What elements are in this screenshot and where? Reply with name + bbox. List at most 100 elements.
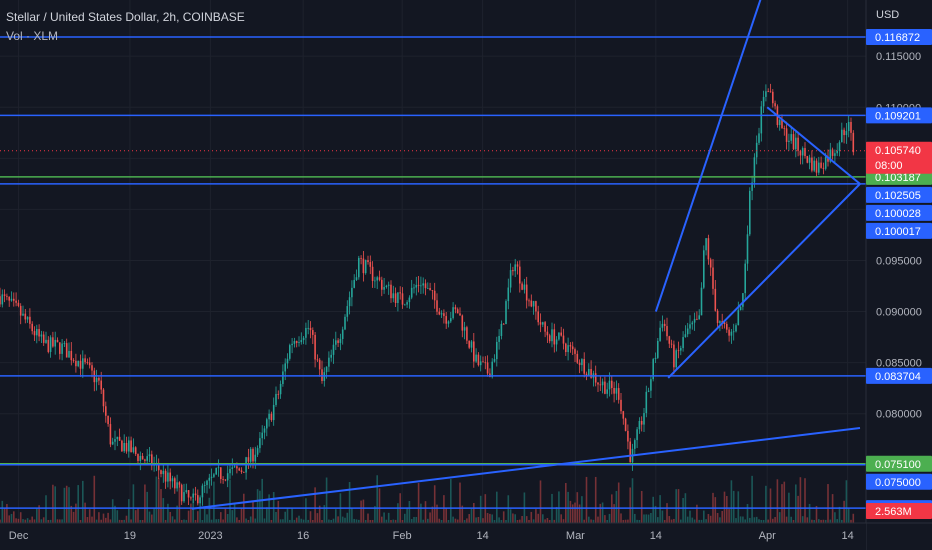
volume-bar <box>358 519 360 523</box>
candle-body <box>8 296 10 301</box>
volume-bar <box>233 502 236 523</box>
candle-body <box>213 474 215 477</box>
volume-bar <box>613 504 615 523</box>
current-price-tag[interactable]: 0.105740 08:00 <box>866 141 932 174</box>
candle-body <box>571 346 574 350</box>
price-axis[interactable]: 0.1150000.1100000.1050000.1000000.095000… <box>865 0 932 550</box>
candle-body <box>634 440 636 449</box>
candle-body <box>799 150 802 156</box>
volume-bar <box>408 500 411 523</box>
volume-bar <box>215 519 217 523</box>
volume-bar <box>217 519 220 523</box>
volume-bar <box>693 519 696 523</box>
volume-bar <box>645 514 648 523</box>
price-level-tag[interactable]: 0.109201 <box>866 107 932 124</box>
volume-bar <box>222 519 224 523</box>
volume-bar <box>128 499 130 523</box>
candle-body <box>220 467 222 480</box>
candle-body <box>116 436 119 440</box>
volume-bar <box>597 516 599 523</box>
volume-bar <box>500 519 503 523</box>
candle-body <box>249 448 252 462</box>
candle-body <box>392 293 395 299</box>
candle-body <box>157 462 160 471</box>
price-level-tag[interactable]: 0.116872 <box>866 29 932 46</box>
candle-body <box>447 321 450 324</box>
time-axis[interactable]: Dec 19 2023 16 Feb 14 Mar 14 Apr 14 <box>0 522 932 550</box>
candle-body <box>716 310 719 323</box>
candle-body <box>178 482 181 485</box>
candle-body <box>307 327 309 329</box>
currency-label[interactable]: USD <box>876 9 900 21</box>
volume-bar <box>797 495 799 523</box>
candle-body <box>675 350 677 368</box>
price-level-tag-bg <box>866 107 932 124</box>
candle-body <box>824 156 827 169</box>
candle-body <box>98 377 100 381</box>
price-level-tag[interactable]: 0.100017 <box>866 222 932 239</box>
price-level-tag[interactable]: 0.083704 <box>866 367 932 384</box>
candle-body <box>52 337 54 347</box>
volume-bar <box>121 519 123 523</box>
volume-bar <box>169 511 171 523</box>
time-tick-label: 14 <box>476 530 488 542</box>
trend-lines[interactable] <box>191 0 861 510</box>
horizontal-levels[interactable] <box>0 36 866 509</box>
volume-tag[interactable]: 2.563M <box>866 503 932 519</box>
volume-bar <box>795 484 797 523</box>
volume-bar <box>134 510 137 523</box>
candle-body <box>45 339 47 343</box>
trend-line[interactable] <box>766 106 861 185</box>
price-level-tag[interactable]: 0.075100 <box>866 455 932 472</box>
volume-bar <box>98 512 100 523</box>
candle-body <box>709 259 712 268</box>
candle-body <box>838 142 841 151</box>
candle-body <box>148 454 151 457</box>
chart-title[interactable]: Stellar / United States Dollar, 2h, COIN… <box>6 10 245 24</box>
candle-body <box>565 343 567 353</box>
volume-bar <box>332 518 335 523</box>
volume-bar <box>312 519 314 523</box>
volume-legend[interactable]: Vol · XLM <box>6 29 59 43</box>
candle-body <box>436 300 438 312</box>
volume-bar <box>539 480 542 523</box>
volume-bar <box>351 507 353 523</box>
candle-body <box>408 297 411 303</box>
volume-bar <box>663 520 666 523</box>
candle-body <box>746 234 749 264</box>
volume-bar <box>123 519 125 523</box>
price-level-tag[interactable]: 0.100028 <box>866 204 932 221</box>
volume-bar <box>792 519 795 523</box>
candle-body <box>818 162 820 173</box>
candle-body <box>820 162 822 168</box>
price-level-tag[interactable]: 0.075000 <box>866 473 932 490</box>
volume-bar <box>295 517 298 523</box>
candle-body <box>732 331 735 333</box>
trend-line[interactable] <box>667 183 861 379</box>
volume-bar <box>730 480 733 523</box>
candle-body <box>282 371 284 384</box>
volume-bar <box>850 519 852 523</box>
candle-body <box>512 270 514 272</box>
candle-body <box>836 150 838 154</box>
volume-bar <box>677 489 680 523</box>
candle-body <box>270 413 273 421</box>
volume-bar <box>63 487 66 523</box>
candle-body <box>749 190 751 235</box>
candle-body <box>585 373 588 376</box>
trend-line[interactable] <box>654 0 767 312</box>
volume-bar <box>806 517 809 523</box>
volume-bar <box>240 508 243 523</box>
volume-bar <box>691 517 694 523</box>
volume-bar <box>54 486 56 523</box>
trend-line[interactable] <box>191 427 861 510</box>
candle-body <box>394 293 397 304</box>
candle-body <box>367 260 369 263</box>
volume-bar <box>56 519 59 523</box>
candle-body <box>77 360 79 367</box>
price-level-tag[interactable]: 0.102505 <box>866 186 932 203</box>
price-level-tag-text: 0.116872 <box>875 32 920 44</box>
candle-body <box>226 473 229 481</box>
